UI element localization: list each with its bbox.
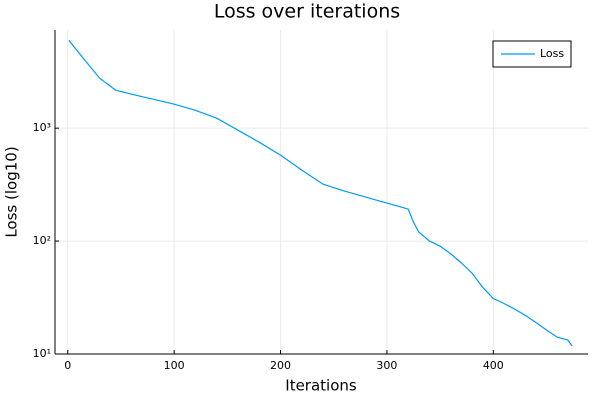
x-tick-label: 200 (270, 359, 291, 372)
y-tick-label: 10¹ (33, 347, 51, 360)
chart-title: Loss over iterations (214, 1, 400, 23)
data-line (68, 39, 573, 347)
x-tick-label: 400 (483, 359, 504, 372)
x-tick-label: 0 (64, 359, 71, 372)
x-tick-label: 300 (376, 359, 397, 372)
legend-label: Loss (540, 47, 564, 60)
y-axis-label: Loss (log10) (3, 146, 21, 237)
x-tick-label: 100 (164, 359, 185, 372)
y-tick-label: 10² (33, 234, 51, 247)
x-axis-label: Iterations (285, 377, 357, 395)
y-tick-label: 10³ (33, 121, 51, 134)
